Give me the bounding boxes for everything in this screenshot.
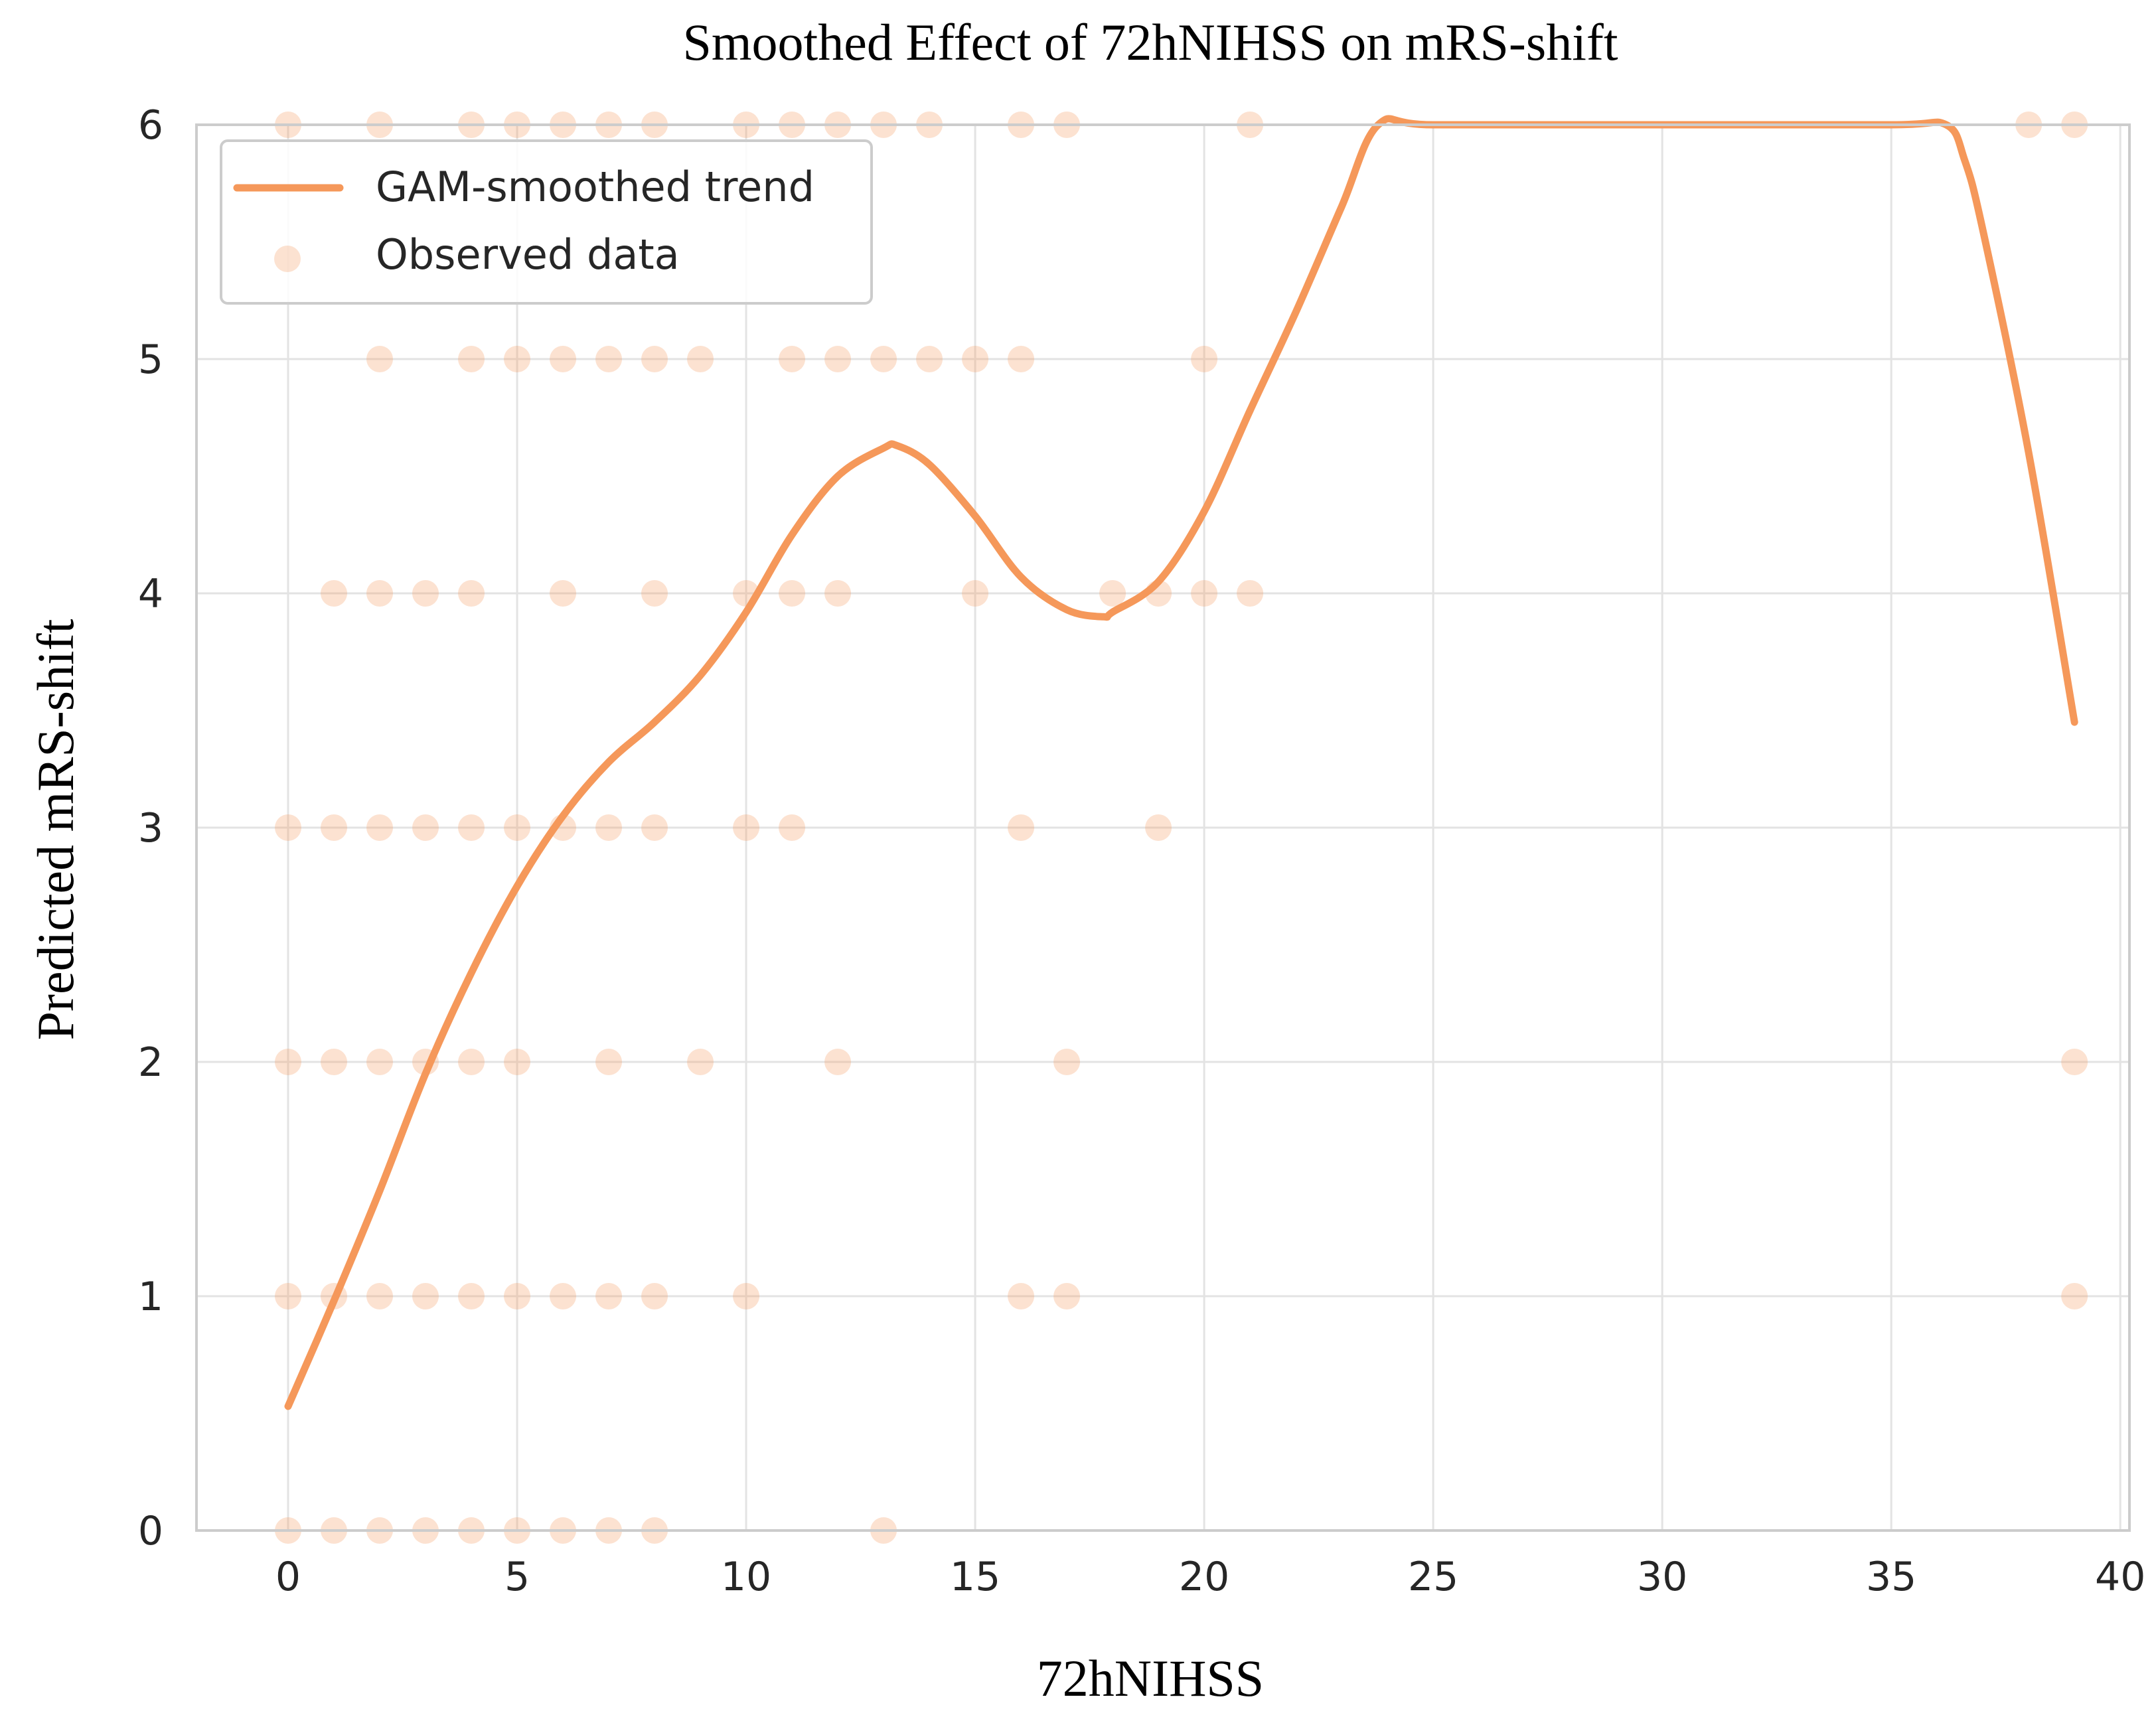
y-tick-label: 3 (138, 805, 163, 852)
observed-data-point (275, 1283, 302, 1309)
observed-data-point (1099, 580, 1126, 607)
observed-data-point (366, 346, 394, 372)
observed-data-point (550, 1283, 577, 1309)
x-tick-label: 20 (1179, 1554, 1229, 1600)
observed-data-point (366, 1283, 394, 1309)
legend-label-observed: Observed data (376, 230, 680, 279)
observed-data-point (779, 580, 806, 607)
observed-data-point (1191, 580, 1218, 607)
observed-data-point (1191, 346, 1218, 372)
observed-data-point (779, 814, 806, 841)
observed-data-point (550, 346, 577, 372)
observed-data-point (366, 814, 394, 841)
observed-data-point (641, 814, 668, 841)
x-tick-label: 10 (721, 1554, 771, 1600)
legend-point-swatch (274, 246, 301, 272)
observed-data-point (504, 814, 531, 841)
observed-data-point (321, 580, 348, 607)
frame-layer (195, 123, 2131, 1532)
y-axis-label: Predicted mRS-shift (27, 619, 84, 1040)
y-tick-label: 0 (138, 1508, 163, 1554)
observed-data-point (687, 1049, 714, 1075)
observed-data-point (1053, 1283, 1081, 1309)
observed-data-point (1008, 1283, 1035, 1309)
observed-data-point (687, 346, 714, 372)
observed-data-point (824, 580, 852, 607)
observed-data-point (824, 1049, 852, 1075)
observed-data-point (275, 1049, 302, 1075)
legend-box (220, 139, 873, 305)
y-tick-label: 4 (138, 571, 163, 617)
x-tick-label: 30 (1637, 1554, 1687, 1600)
observed-data-point (1237, 580, 1264, 607)
observed-data-point (824, 346, 852, 372)
observed-data-point (504, 346, 531, 372)
observed-data-point (595, 346, 623, 372)
observed-data-point (733, 814, 760, 841)
plot-frame (195, 123, 2131, 1532)
observed-data-point (458, 1283, 485, 1309)
y-tick-label: 1 (138, 1274, 163, 1320)
x-tick-label: 15 (950, 1554, 1000, 1600)
x-tick-label: 0 (275, 1554, 301, 1600)
observed-data-point (1008, 814, 1035, 841)
observed-data-point (366, 1049, 394, 1075)
observed-data-point (962, 580, 989, 607)
y-tick-label: 5 (138, 336, 163, 383)
x-tick-label: 35 (1866, 1554, 1916, 1600)
x-axis-label: 72hNIHSS (1037, 1649, 1264, 1707)
observed-data-point (916, 346, 943, 372)
observed-data-point (870, 346, 897, 372)
y-tick-label: 6 (138, 102, 163, 149)
observed-data-point (412, 814, 439, 841)
observed-data-point (2061, 1049, 2088, 1075)
observed-data-point (504, 1049, 531, 1075)
observed-data-point (1145, 814, 1172, 841)
observed-data-point (1053, 1049, 1081, 1075)
y-tick-label: 2 (138, 1039, 163, 1086)
observed-data-point (779, 346, 806, 372)
observed-data-point (275, 814, 302, 841)
observed-data-point (641, 580, 668, 607)
observed-data-point (2061, 1283, 2088, 1309)
observed-data-point (412, 1283, 439, 1309)
observed-data-point (504, 1283, 531, 1309)
observed-data-point (458, 814, 485, 841)
observed-data-point (550, 580, 577, 607)
observed-data-point (1008, 346, 1035, 372)
observed-data-point (595, 1049, 623, 1075)
observed-data-point (458, 1049, 485, 1075)
legend: GAM-smoothed trend Observed data (220, 139, 873, 305)
ticks-layer: 0 5 10 15 20 25 30 35 40 0 1 2 3 4 5 6 (138, 102, 2146, 1600)
x-tick-label: 5 (504, 1554, 530, 1600)
x-tick-label: 40 (2095, 1554, 2145, 1600)
legend-label-trend: GAM-smoothed trend (376, 163, 814, 211)
x-tick-label: 25 (1408, 1554, 1458, 1600)
observed-data-point (595, 814, 623, 841)
observed-data-point (321, 814, 348, 841)
observed-data-point (458, 346, 485, 372)
observed-data-point (733, 1283, 760, 1309)
observed-data-point (321, 1049, 348, 1075)
chart-title: Smoothed Effect of 72hNIHSS on mRS-shift (682, 13, 1618, 71)
observed-data-point (962, 346, 989, 372)
observed-data-point (595, 1283, 623, 1309)
observed-data-point (366, 580, 394, 607)
observed-data-point (458, 580, 485, 607)
points-layer (275, 112, 2088, 1544)
observed-data-point (412, 580, 439, 607)
observed-data-point (641, 1283, 668, 1309)
observed-data-point (641, 346, 668, 372)
